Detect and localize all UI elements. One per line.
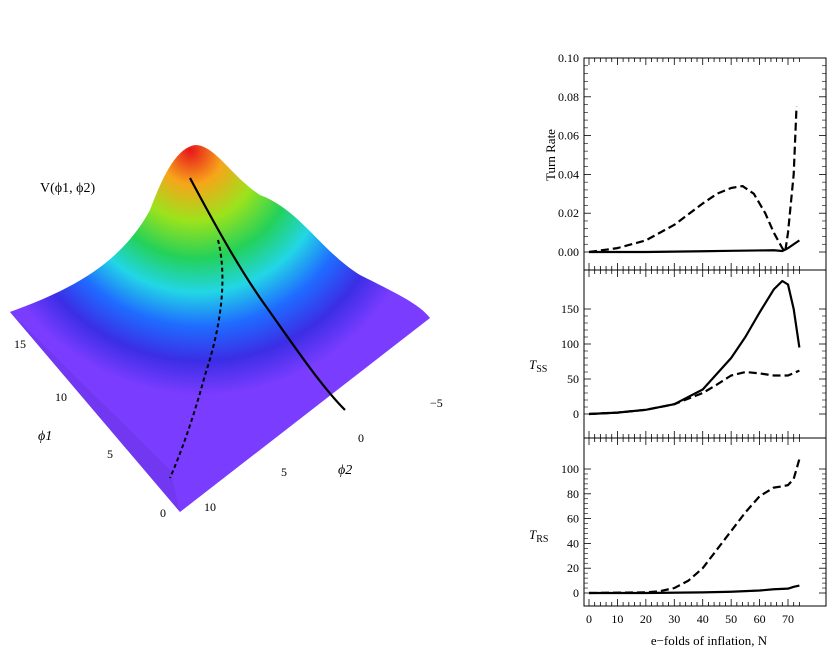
x-axis-title: e−folds of inflation, N <box>651 633 768 648</box>
phi1-axis-label: ϕ1 <box>38 429 52 444</box>
dashed-trajectory <box>169 239 224 479</box>
phi2-tick: 5 <box>281 465 287 479</box>
phi2-tick: 0 <box>358 431 364 445</box>
y-tick-label: 150 <box>561 302 579 316</box>
solid-trajectory <box>189 177 346 411</box>
panel-frame <box>583 437 827 607</box>
dashed-series-line <box>588 458 801 595</box>
y-tick-label: 0 <box>573 586 579 600</box>
y-tick-label: 60 <box>567 512 579 526</box>
x-tick-label: 60 <box>754 612 766 626</box>
y-tick-label: 50 <box>567 372 579 386</box>
x-tick-label: 70 <box>782 612 794 626</box>
x-tick-label: 40 <box>697 612 709 626</box>
phi2-axis-label: ϕ2 <box>338 463 352 478</box>
y-tick-label: 0 <box>573 407 579 421</box>
surface-left-edge <box>10 312 180 512</box>
phi2-tick: −5 <box>430 396 443 410</box>
y-tick-label: 0.02 <box>558 206 579 220</box>
x-tick-label: 30 <box>668 612 680 626</box>
x-tick-label: 50 <box>725 612 737 626</box>
y-tick-label: 20 <box>567 561 579 575</box>
solid-series-line <box>589 239 800 254</box>
phi1-tick: 15 <box>14 337 26 351</box>
y-tick-label: 100 <box>561 462 579 476</box>
y-tick-label: 0.06 <box>558 129 579 143</box>
y-tick-label: 80 <box>567 487 579 501</box>
dashed-series-line <box>588 106 798 254</box>
y-tick-label: 0.00 <box>558 245 579 259</box>
dashed-series-line <box>588 369 800 416</box>
x-tick-label: 0 <box>586 612 592 626</box>
phi1-tick: 0 <box>160 506 166 520</box>
tss-ylabel: TSS <box>529 357 547 375</box>
phi2-tick: 10 <box>204 500 216 514</box>
x-tick-label: 20 <box>640 612 652 626</box>
solid-series-line <box>589 584 800 595</box>
turn-rate-ylabel: Turn Rate <box>543 129 558 181</box>
trs-ylabel: TRS <box>529 527 548 545</box>
phi1-tick: 5 <box>107 447 113 461</box>
y-tick-label: 40 <box>567 536 579 550</box>
z-axis-label: V(ϕ1, ϕ2) <box>40 181 96 196</box>
phi1-tick: 10 <box>55 390 67 404</box>
surface-hill <box>10 145 430 470</box>
y-tick-label: 0.10 <box>558 51 579 65</box>
y-tick-label: 0.08 <box>558 90 579 104</box>
y-tick-label: 100 <box>561 337 579 351</box>
solid-series-line <box>588 279 801 416</box>
panel-frame <box>583 57 827 271</box>
trs-panel: 0 20 40 60 80 100 0 10 20 30 40 50 60 70 <box>561 437 827 626</box>
x-tick-label: 10 <box>611 612 623 626</box>
y-tick-label: 0.04 <box>558 167 579 181</box>
turn-rate-panel: 0.00 0.02 0.04 0.06 0.08 0.10 <box>558 51 827 271</box>
tss-panel: 0 50 100 150 <box>561 269 827 439</box>
